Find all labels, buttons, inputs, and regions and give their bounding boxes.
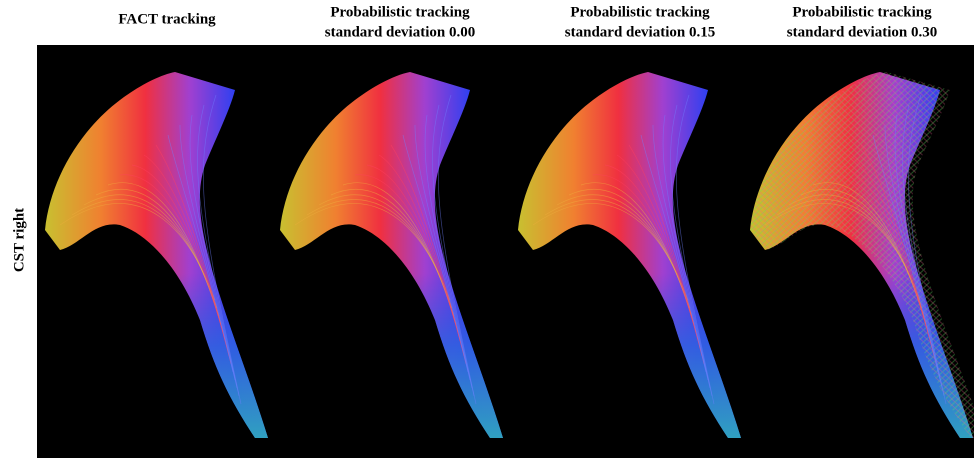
row-label: CST right	[11, 208, 27, 272]
figure: CST right FACT tracking Probabilistic tra…	[0, 0, 974, 458]
column-title: Probabilistic tracking	[570, 4, 710, 20]
column-title: FACT tracking	[118, 11, 216, 27]
column-title: Probabilistic tracking	[792, 4, 932, 20]
column-title: standard deviation 0.00	[325, 24, 475, 40]
column-title: standard deviation 0.15	[565, 24, 715, 40]
column-title: Probabilistic tracking	[330, 4, 470, 20]
column-title: standard deviation 0.30	[787, 24, 937, 40]
